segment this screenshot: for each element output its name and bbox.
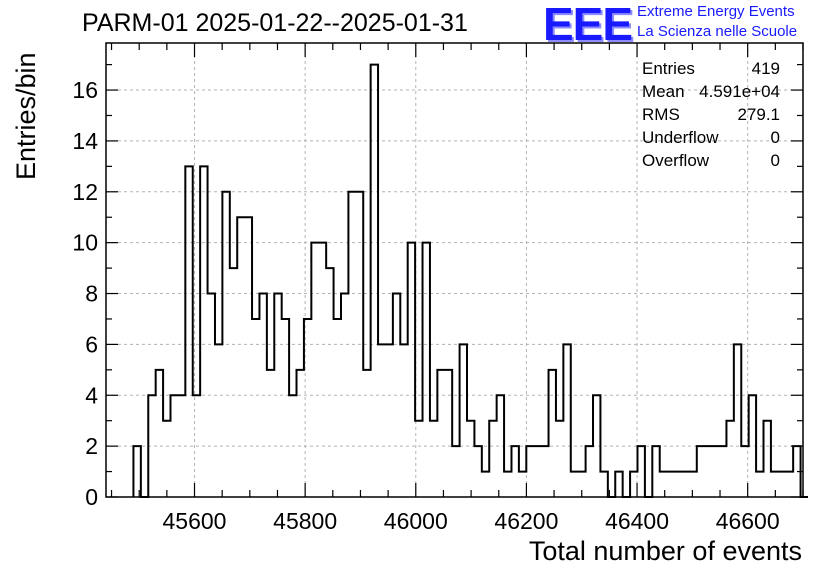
- stat-label: Entries: [642, 59, 695, 78]
- stat-label: Underflow: [642, 128, 719, 147]
- y-axis: 0 2 4 6 8 10 12 14 16: [72, 64, 803, 510]
- stat-value: 0: [770, 151, 780, 170]
- stat-mean: Mean 4.591e+04: [642, 82, 780, 105]
- x-tick-label: 46600: [716, 508, 780, 534]
- logo-line-2: La Scienza nelle Scuole: [637, 23, 798, 40]
- y-tick-label: 14: [72, 128, 98, 154]
- stat-entries: Entries 419: [642, 59, 780, 82]
- x-axis: 45600 45800 46000 46200 46400 46600: [110, 43, 804, 534]
- y-tick-label: 8: [85, 281, 98, 307]
- stat-value: 4.591e+04: [699, 82, 780, 101]
- stat-value: 419: [751, 59, 780, 78]
- stat-rms: RMS 279.1: [642, 105, 780, 128]
- plot-frame: [105, 42, 804, 498]
- y-tick-label: 16: [72, 77, 98, 103]
- stat-value: 0: [770, 128, 780, 147]
- y-tick-label: 10: [72, 230, 98, 256]
- y-tick-label: 4: [85, 382, 98, 408]
- y-axis-label: Entries/bin: [11, 52, 41, 180]
- y-tick-label: 12: [72, 179, 98, 205]
- stat-value: 279.1: [737, 105, 780, 124]
- x-axis-label: Total number of events: [528, 536, 802, 566]
- stat-label: Mean: [642, 82, 685, 101]
- logo-line-1: Extreme Energy Events: [637, 3, 795, 20]
- y-tick-label: 2: [85, 433, 98, 459]
- x-tick-label: 46000: [384, 508, 448, 534]
- y-tick-label: 0: [85, 484, 98, 510]
- histogram-series: [132, 63, 808, 498]
- stat-overflow: Overflow 0: [642, 151, 780, 174]
- y-tick-label: 6: [85, 331, 98, 357]
- chart-title: PARM-01 2025-01-22--2025-01-31: [82, 9, 468, 37]
- stat-label: RMS: [642, 105, 680, 124]
- eee-logo: EEE: [543, 0, 633, 50]
- x-tick-label: 45800: [273, 508, 337, 534]
- stats-box: Entries 419 Mean 4.591e+04 RMS 279.1 Und…: [642, 59, 780, 174]
- stat-underflow: Underflow 0: [642, 128, 780, 151]
- x-tick-label: 45600: [163, 508, 227, 534]
- x-tick-label: 46400: [605, 508, 669, 534]
- stat-label: Overflow: [642, 151, 710, 170]
- x-tick-label: 46200: [494, 508, 558, 534]
